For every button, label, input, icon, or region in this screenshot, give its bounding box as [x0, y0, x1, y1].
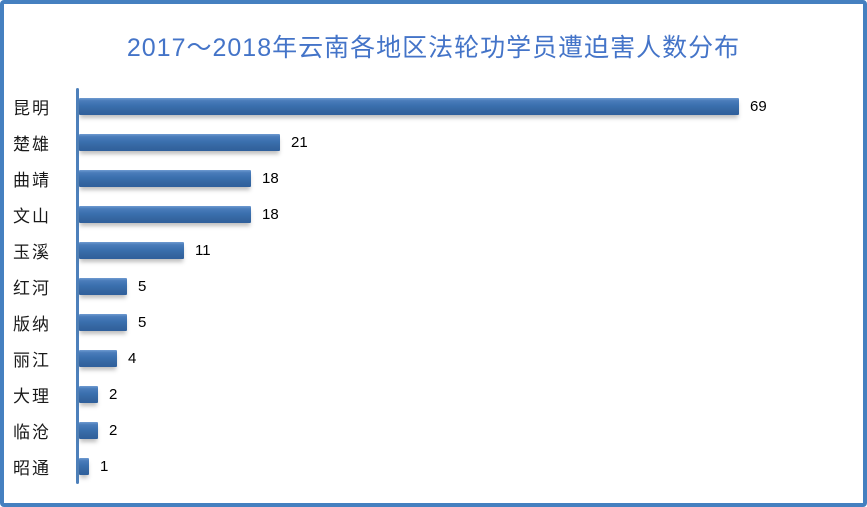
value-label: 2	[109, 385, 118, 403]
value-label: 1	[100, 457, 109, 475]
bar-row: 楚雄 21	[4, 124, 863, 160]
category-label: 红河	[13, 278, 51, 298]
value-label: 2	[109, 421, 118, 439]
chart-title: 2017～2018年云南各地区法轮功学员遭迫害人数分布	[126, 34, 741, 62]
plot-area: 昆明 69 楚雄 21 曲靖 18 文山 18 玉溪 11 红河 5 版纳 5 …	[4, 88, 863, 484]
bar-rows: 昆明 69 楚雄 21 曲靖 18 文山 18 玉溪 11 红河 5 版纳 5 …	[4, 88, 863, 484]
value-label: 18	[262, 169, 279, 187]
value-label: 5	[138, 313, 147, 331]
bar	[79, 349, 117, 367]
category-label: 楚雄	[13, 134, 51, 154]
bar-row: 丽江 4	[4, 340, 863, 376]
category-label: 临沧	[13, 422, 51, 442]
bar	[79, 277, 127, 295]
category-label: 大理	[13, 386, 51, 406]
category-axis-line	[76, 88, 79, 484]
bar-row: 玉溪 11	[4, 232, 863, 268]
category-label: 曲靖	[13, 170, 51, 190]
bar	[79, 385, 98, 403]
category-label: 昆明	[13, 98, 51, 118]
bar	[79, 421, 98, 439]
bar	[79, 97, 739, 115]
bar	[79, 169, 251, 187]
category-label: 丽江	[13, 350, 51, 370]
bar-row: 版纳 5	[4, 304, 863, 340]
value-label: 11	[195, 241, 211, 259]
bar	[79, 133, 280, 151]
category-label: 文山	[13, 206, 51, 226]
bar-row: 大理 2	[4, 376, 863, 412]
bar	[79, 205, 251, 223]
bar	[79, 241, 184, 259]
value-label: 5	[138, 277, 147, 295]
category-label: 昭通	[13, 458, 51, 478]
bar-row: 红河 5	[4, 268, 863, 304]
category-label: 玉溪	[13, 242, 51, 262]
category-label: 版纳	[13, 314, 51, 334]
value-label: 21	[291, 133, 308, 151]
bar-row: 曲靖 18	[4, 160, 863, 196]
bar-row: 文山 18	[4, 196, 863, 232]
bar	[79, 313, 127, 331]
value-label: 4	[128, 349, 137, 367]
value-label: 69	[750, 97, 767, 115]
bar	[79, 457, 89, 475]
bar-row: 昭通 1	[4, 448, 863, 484]
bar-row: 昆明 69	[4, 88, 863, 124]
value-label: 18	[262, 205, 279, 223]
bar-row: 临沧 2	[4, 412, 863, 448]
